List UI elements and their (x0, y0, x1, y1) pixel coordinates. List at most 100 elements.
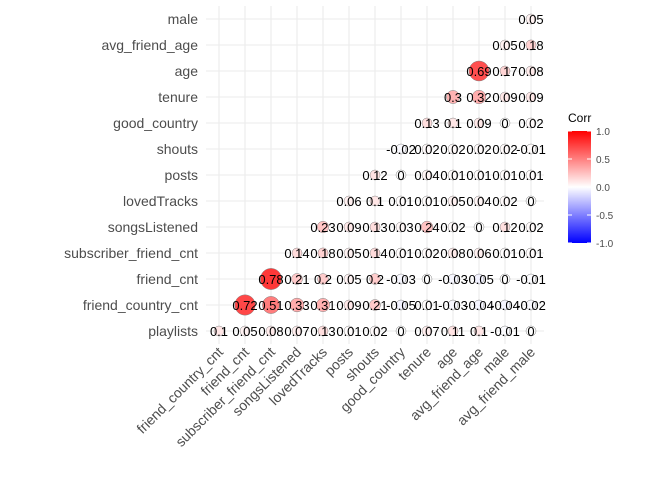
x-axis-labels: friend_country_cntfriend_cntsubscriber_f… (133, 344, 538, 450)
corr-circle (473, 299, 485, 311)
corr-value-label: -0.01 (516, 272, 546, 287)
corr-circle (317, 247, 329, 259)
corr-value-label: 0.78 (258, 272, 283, 287)
corr-circle (468, 60, 490, 82)
corr-circle (369, 195, 381, 207)
corr-value-label: 0 (527, 194, 534, 209)
corr-circle (239, 325, 251, 337)
corr-circle (289, 297, 305, 313)
corr-circle (447, 143, 459, 155)
corr-value-label: -0.03 (438, 272, 468, 287)
legend-tick-label: 1.0 (596, 127, 610, 138)
corr-value-label: -0.02 (516, 298, 546, 313)
corr-value-label: 0.13 (414, 116, 439, 131)
corr-circle (369, 273, 381, 285)
corr-circle (447, 299, 459, 311)
corr-value-label: 0.51 (258, 298, 283, 313)
corr-value-label: -0.02 (386, 142, 416, 157)
legend-tick-label: 0.0 (596, 183, 610, 194)
corr-value-label: 0.21 (284, 272, 309, 287)
y-tick-label: avg_friend_age (101, 37, 198, 53)
corr-circle (395, 221, 407, 233)
corr-circle (317, 325, 329, 337)
corr-circle (420, 220, 434, 234)
corr-value-label: 0.08 (518, 64, 543, 79)
corr-circle (473, 247, 485, 259)
corr-value-label: 0.02 (466, 142, 491, 157)
corr-value-label: 0.09 (518, 90, 543, 105)
correlation-circles: 0.1 0.05 0.08 0.07 0.13 0.01 0.02 0 0.07 0.11 0.1-… (210, 12, 546, 339)
corr-value-label: 0.01 (336, 324, 361, 339)
corr-value-label: 0.21 (362, 298, 387, 313)
corr-circle (499, 299, 511, 311)
legend-title: Corr (568, 111, 591, 125)
corr-value-label: 0.02 (492, 142, 517, 157)
corr-circle (473, 221, 485, 233)
corr-value-label: 0.69 (466, 64, 491, 79)
corr-value-label: 0.14 (362, 246, 387, 261)
corr-circle (421, 143, 433, 155)
corr-circle (291, 325, 303, 337)
corr-circle (343, 299, 355, 311)
corr-circle (343, 221, 355, 233)
corr-circle (499, 91, 511, 103)
corr-circle (369, 299, 381, 311)
corr-circle (447, 325, 459, 337)
y-tick-label: shouts (157, 141, 198, 157)
corr-circle (446, 90, 460, 104)
corr-circle (447, 221, 459, 233)
corr-circle (473, 143, 485, 155)
corr-circle (343, 247, 355, 259)
corr-circle (395, 169, 407, 181)
y-axis-labels: playlists friend_country_cnt friend_cnt sub… (64, 11, 198, 339)
corr-circle (447, 195, 459, 207)
corr-circle (525, 221, 537, 233)
corr-value-label: 0.24 (414, 220, 439, 235)
corr-value-label: 0.13 (362, 220, 387, 235)
legend: Corr 1.0 0.5 0.0 -0.5 -1.0 (568, 111, 614, 250)
corr-value-label: 0 (501, 272, 508, 287)
corr-value-label: 0.08 (440, 246, 465, 261)
corr-value-label: 0.05 (336, 246, 361, 261)
corr-value-label: -0.03 (386, 272, 416, 287)
corr-value-label: 0.02 (414, 246, 439, 261)
corr-circle (369, 325, 381, 337)
corr-circle (447, 169, 459, 181)
y-tick-label: male (168, 11, 199, 27)
corr-value-label: 0.05 (518, 12, 543, 27)
corr-value-label: 0.05 (336, 272, 361, 287)
corr-circle (234, 294, 256, 316)
corr-value-label: 0.1 (444, 116, 462, 131)
corr-value-label: 0.01 (388, 194, 413, 209)
corr-circle (421, 325, 433, 337)
corr-circle (499, 143, 511, 155)
corr-circle (525, 117, 537, 129)
corr-value-label: 0.1 (366, 194, 384, 209)
corr-circle (343, 195, 355, 207)
corr-value-label: 0.09 (492, 90, 517, 105)
corr-value-label: 0.02 (414, 142, 439, 157)
corr-circle (316, 298, 330, 312)
corr-circle (525, 91, 537, 103)
corr-circle (421, 169, 433, 181)
corr-circle (525, 13, 537, 25)
corr-circle (421, 299, 433, 311)
corr-value-label: -0.05 (386, 298, 416, 313)
legend-tick-label: 0.5 (596, 155, 610, 166)
corr-circle (473, 195, 485, 207)
corr-value-label: -0.04 (464, 298, 494, 313)
corr-circle (499, 65, 511, 77)
corr-value-label: 0.32 (466, 90, 491, 105)
corr-value-label: 0 (527, 324, 534, 339)
y-tick-label: songsListened (108, 219, 198, 235)
corr-value-label: 0.18 (310, 246, 335, 261)
corr-circle (369, 221, 381, 233)
corr-value-label: 0.02 (518, 116, 543, 131)
corr-circle (447, 117, 459, 129)
corr-value-label: 0 (501, 116, 508, 131)
corr-value-label: 0.05 (492, 38, 517, 53)
corr-circle (260, 268, 282, 290)
y-tick-label: age (175, 63, 199, 79)
corr-value-label: 0.23 (310, 220, 335, 235)
corr-value-label: 0.11 (441, 324, 465, 339)
